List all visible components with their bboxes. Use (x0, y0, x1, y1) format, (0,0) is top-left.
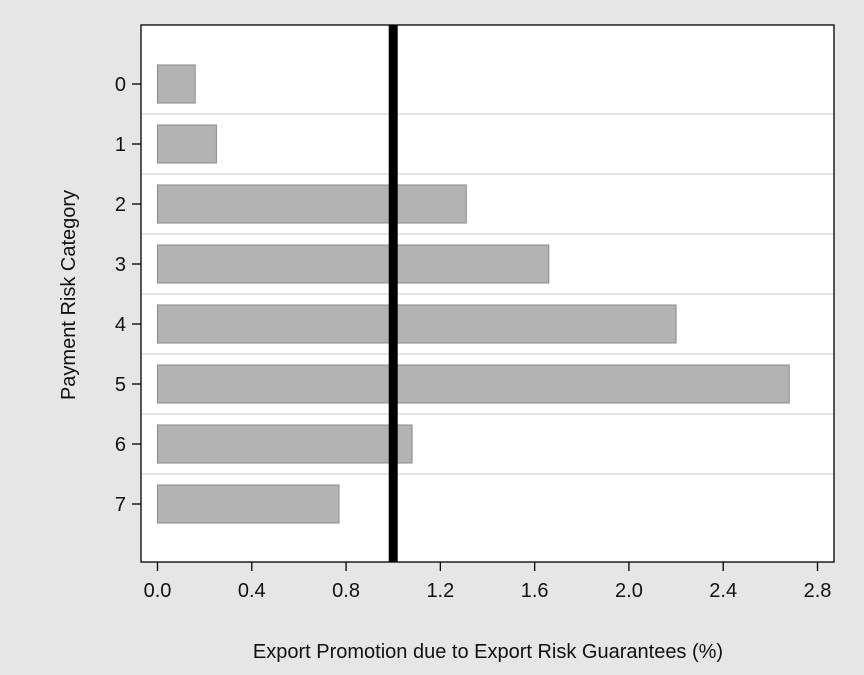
x-tick-label: 0.0 (144, 580, 172, 602)
x-tick-label: 2.4 (709, 580, 737, 602)
y-tick-label: 1 (115, 134, 126, 156)
x-tick-label: 0.8 (332, 580, 360, 602)
y-tick-label: 4 (115, 314, 126, 336)
bar-7 (157, 484, 340, 524)
bar-6 (157, 424, 413, 464)
y-tick-label: 3 (115, 254, 126, 276)
y-axis-title: Payment Risk Category (58, 190, 80, 400)
x-axis-title: Export Promotion due to Export Risk Guar… (253, 641, 723, 663)
x-tick-label: 2.8 (804, 580, 832, 602)
y-axis: 0 1 2 3 4 5 6 7 (115, 74, 141, 516)
x-tick-label: 1.6 (521, 580, 549, 602)
plot-frame (140, 24, 835, 563)
y-tick-label: 6 (115, 434, 126, 456)
grid-lines (141, 113, 834, 475)
x-tick-label: 1.2 (426, 580, 454, 602)
bar-3 (157, 244, 550, 284)
bar-2 (157, 184, 467, 224)
bar-4 (157, 304, 677, 344)
x-tick-label: 0.4 (238, 580, 266, 602)
bar-0 (157, 64, 196, 104)
y-tick-label: 0 (115, 74, 126, 96)
bar-5 (157, 364, 790, 404)
y-tick-label: 7 (115, 494, 126, 516)
x-tick-label: 2.0 (615, 580, 643, 602)
y-tick-label: 5 (115, 374, 126, 396)
bars (157, 64, 790, 524)
bar-1 (157, 124, 217, 164)
y-tick-label: 2 (115, 194, 126, 216)
x-axis: 0.0 0.4 0.8 1.2 1.6 2.0 2.4 2.8 (144, 562, 832, 602)
